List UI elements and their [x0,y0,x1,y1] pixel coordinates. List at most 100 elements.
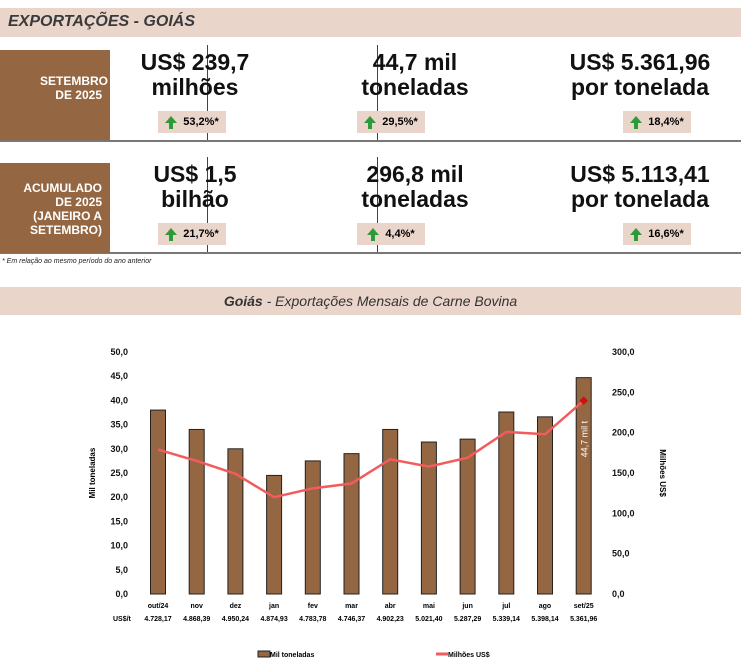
kpi-line2: toneladas [361,186,469,212]
bar [343,453,360,595]
x-tick-label: fev [308,603,318,610]
kpi-line1: US$ 1,5 [153,161,237,187]
x-tick-label: set/25 [574,603,594,610]
arrow-up-icon [165,227,178,241]
kpi-line2: toneladas [361,74,469,100]
divider [207,157,208,252]
y-tick-label: 25,0 [110,468,128,478]
price-label: 5.339,14 [493,616,520,623]
bar [537,416,553,595]
y-tick-label: 10,0 [110,541,128,551]
y2-tick-label: 250,0 [612,387,635,397]
price-label: 5.361,96 [570,616,597,623]
change-value: 4,4%* [385,228,415,240]
kpi-row: ACUMULADO DE 2025 (JANEIRO A SETEMBRO) US… [0,157,741,254]
y-tick-label: 30,0 [110,444,128,454]
kpi-value: US$ 1,5 bilhão [85,162,305,212]
legend-bar-label: Mil toneladas [270,652,314,659]
bar [188,428,205,595]
y-tick-label: 20,0 [110,492,128,502]
price-label: 4.728,17 [144,616,171,623]
y-tick-label: 40,0 [110,395,128,405]
kpi-line1: 296,8 mil [366,161,464,187]
change-value: 16,6%* [648,228,684,240]
x-tick-label: jul [501,603,510,610]
kpi-row: SETEMBRO DE 2025 US$ 239,7 milhões 53,2%* 44… [0,45,741,142]
chart: 0,0 5,0 10,0 15,0 20,0 25,0 30,0 35,0 40,0 45,0 50… [88,347,667,659]
change-value: 53,2%* [183,116,219,128]
price-label: 4.950,24 [222,616,249,623]
price-label: 4.874,93 [260,616,287,623]
period-label: SETEMBRO DE 2025 [0,50,110,140]
y-tick-label: 50,0 [110,347,128,357]
kpi-line1: US$ 5.113,41 [570,161,710,187]
kpi-line1: 44,7 mil [372,49,458,75]
y-tick-label: 35,0 [110,420,128,430]
bar-annotation: 44,7 mil t [580,420,590,457]
header-band: EXPORTAÇÕES - GOIÁS [0,8,741,37]
change-badge: 53,2%* [158,111,226,133]
kpi-line2: por tonelada [570,74,709,100]
y2-axis-title: Milhões US$ [658,449,667,497]
x-tick-label: dez [230,603,242,610]
y2-tick-label: 150,0 [612,468,635,478]
y-tick-label: 15,0 [110,516,128,526]
y2-tick-label: 50,0 [612,549,630,559]
kpi-value: US$ 5.361,96 por tonelada [530,50,746,100]
divider [377,45,378,140]
change-value: 29,5%* [382,116,418,128]
y-tick-label: 45,0 [110,371,128,381]
arrow-up-icon [630,115,643,129]
bar [498,411,515,595]
x-tick-label: nov [190,603,203,610]
bar [227,448,244,595]
period-label: ACUMULADO DE 2025 (JANEIRO A SETEMBRO) [0,163,110,253]
x-tick-label: jun [461,603,473,610]
kpi-value: 296,8 mil toneladas [305,162,525,212]
x-tick-label: out/24 [148,603,169,610]
chart-title-rest: - Exportações Mensais de Carne Bovina [262,293,518,309]
price-label: 4.783,78 [299,616,326,623]
y2-tick-label: 100,0 [612,508,635,518]
kpi-value: US$ 5.113,41 por tonelada [530,162,746,212]
price-label: 4.746,37 [338,616,365,623]
change-badge: 4,4%* [357,223,425,245]
page-title: EXPORTAÇÕES - GOIÁS [8,13,195,30]
y-tick-label: 5,0 [115,565,128,575]
x-tick-label: abr [385,603,396,610]
change-badge: 18,4%* [623,111,691,133]
change-badge: 16,6%* [623,223,691,245]
line-series [157,399,585,499]
arrow-up-icon [165,115,178,129]
bar [304,460,321,595]
last-point-marker [579,396,588,405]
bar [575,377,592,595]
price-label: 5.021,40 [415,616,442,623]
y2-tick-label: 300,0 [612,347,635,357]
x-tick-label: mar [345,603,358,610]
x-tick-label: jan [268,603,279,610]
bar [420,441,437,595]
kpi-line2: por tonelada [570,186,709,212]
price-label: 4.902,23 [377,616,404,623]
divider [207,45,208,140]
price-label: 4.868,39 [183,616,210,623]
y2-tick-label: 0,0 [612,589,625,599]
kpi-line2: bilhão [161,186,229,212]
arrow-up-icon [630,227,643,241]
kpi-line1: US$ 5.361,96 [569,49,711,75]
kpi-line2: milhões [151,74,239,100]
legend-bar-swatch [257,650,271,658]
chart-title: Goiás - Exportações Mensais de Carne Bov… [0,287,741,315]
bar [266,474,283,595]
y-tick-label: 0,0 [115,589,128,599]
price-label: 5.398,14 [531,616,558,623]
chart-title-bold: Goiás [223,293,263,309]
price-row-label: US$/t [113,616,132,623]
x-tick-label: mai [423,603,435,610]
footnote: * Em relação ao mesmo período do ano ant… [2,258,152,265]
change-value: 21,7%* [183,228,219,240]
change-value: 18,4%* [648,116,684,128]
y-axis-title: Mil toneladas [88,447,97,498]
legend-line-label: Milhões US$ [448,652,490,659]
